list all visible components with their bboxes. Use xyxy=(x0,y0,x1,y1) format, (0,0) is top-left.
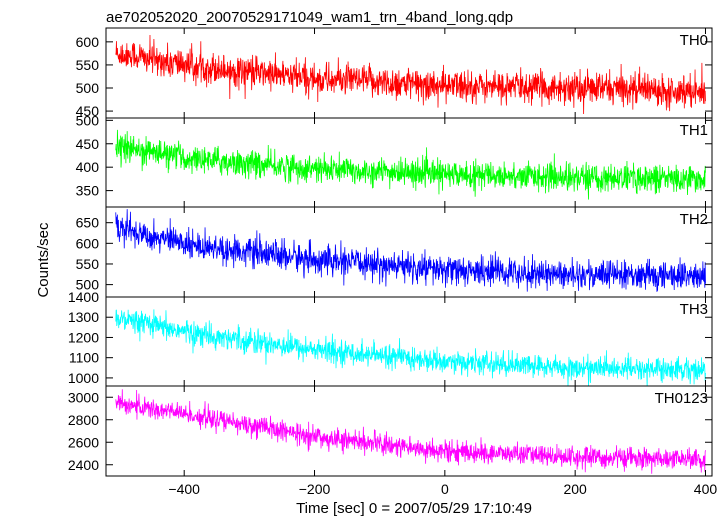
panel-label: TH0 xyxy=(680,32,708,49)
panel-label: TH3 xyxy=(680,301,708,318)
y-tick-label: 2800 xyxy=(68,412,99,428)
panel-label: TH1 xyxy=(680,122,708,139)
x-tick-label: 400 xyxy=(694,481,718,497)
series-line-th0 xyxy=(115,35,706,115)
y-tick-label: 600 xyxy=(76,34,100,50)
y-tick-label: 550 xyxy=(76,57,100,73)
y-tick-label: 650 xyxy=(76,215,100,231)
x-axis-label: Time [sec] 0 = 2007/05/29 17:10:49 xyxy=(296,500,532,516)
y-tick-label: 1100 xyxy=(69,350,99,366)
y-tick-label: 450 xyxy=(76,136,100,152)
y-tick-label: 2600 xyxy=(68,434,99,450)
panel-th0123: 2400 2600 2800 3000 TH0123 xyxy=(68,385,713,477)
x-tick-label: 200 xyxy=(563,481,587,497)
x-axis: −400 −200 0 200 400 xyxy=(168,481,717,497)
y-tick-label: 500 xyxy=(76,112,100,128)
y-tick-label: 1400 xyxy=(68,289,99,305)
series-line-th2 xyxy=(115,209,706,292)
chart-title: ae702052020_20070529171049_wam1_trn_4ban… xyxy=(106,9,513,26)
y-tick-label: 400 xyxy=(76,159,100,175)
series-line-th1 xyxy=(115,129,706,200)
panel-th3: 1000 1100 1200 1300 1400 TH3 xyxy=(68,289,713,387)
panel-label: TH2 xyxy=(680,211,708,228)
y-tick-label: 1200 xyxy=(68,329,99,345)
y-axis-label: Counts/sec xyxy=(35,222,52,298)
y-tick-label: 500 xyxy=(76,80,100,96)
y-tick-label: 600 xyxy=(76,235,100,251)
series-line-th0123 xyxy=(115,389,706,474)
y-tick-label: 450 xyxy=(76,103,100,119)
y-tick-label: 2400 xyxy=(68,457,99,473)
panel-frame xyxy=(105,385,713,477)
panel-th1: 350 400 450 500 TH1 xyxy=(76,112,713,208)
y-tick-label: 1000 xyxy=(68,370,99,386)
y-tick-label: 500 xyxy=(76,277,100,293)
y-tick-label: 1300 xyxy=(68,309,99,325)
y-tick-label: 3000 xyxy=(68,389,99,405)
panel-label: TH0123 xyxy=(655,390,708,407)
x-tick-label: 0 xyxy=(441,481,449,497)
panel-th0: 450 500 550 600 TH0 xyxy=(76,27,713,119)
y-tick-label: 550 xyxy=(76,256,100,272)
x-tick-label: −400 xyxy=(168,481,200,497)
x-tick-label: −200 xyxy=(299,481,331,497)
panel-th2: 500 550 600 650 TH2 xyxy=(76,206,713,298)
y-tick-label: 350 xyxy=(76,183,100,199)
panel-frame xyxy=(105,206,713,298)
series-line-th3 xyxy=(115,309,706,386)
